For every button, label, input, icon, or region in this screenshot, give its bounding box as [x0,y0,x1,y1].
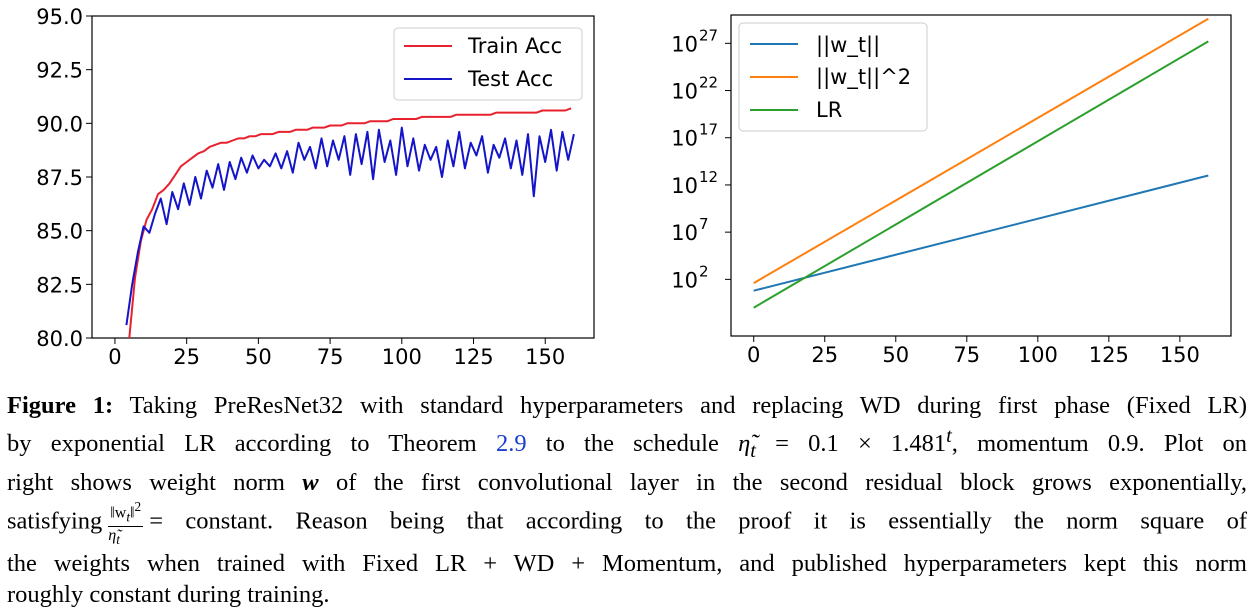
caption-line-3: right shows weight norm w of the first c… [7,467,1247,498]
caption-text: roughly constant during training. [7,581,330,608]
frac-numerator: ‖w [110,504,126,521]
y-tick-base: 10 [671,174,698,198]
caption-text: to the schedule [546,430,719,457]
x-tick-label: 50 [882,343,909,367]
caption-text: right shows weight norm [7,469,285,496]
caption-line-1: Figure 1: Taking PreResNet32 with standa… [7,390,1247,421]
caption-equation: = 0.1 × 1.481 [775,430,946,457]
x-tick-label: 150 [525,345,565,369]
x-tick-label: 50 [245,345,272,369]
y-tick-label: 80.0 [36,327,83,351]
y-tick-base: 10 [671,221,698,245]
y-tick-label: 95.0 [36,5,83,29]
y-tick-exponent: 2 [699,262,709,280]
legend-label-lr: LR [816,98,842,122]
legend: Train Acc Test Acc [394,28,582,100]
legend-label-train: Train Acc [467,34,562,58]
x-tick-label: 100 [1018,343,1058,367]
legend: ||w_t|| ||w_t||^2 LR [739,23,927,131]
y-tick-exponent: 12 [699,168,718,186]
y-tick-base: 10 [671,268,698,292]
x-tick-label: 125 [1089,343,1129,367]
caption-text: Taking PreResNet32 with standard hyperpa… [129,392,1247,419]
x-tick-label: 0 [747,343,760,367]
y-tick-label: 82.5 [36,273,83,297]
caption-text: by exponential LR according to Theorem [7,430,477,457]
y-tick-label: 87.5 [36,166,83,190]
y-tick-label: 85.0 [36,220,83,244]
legend-label-test: Test Acc [467,67,553,91]
y-tick-exponent: 22 [699,74,718,92]
y-tick-base: 10 [671,127,698,151]
y-tick-label: 90.0 [36,112,83,136]
series-line-wnorm [754,176,1209,291]
x-tick-label: 75 [317,345,344,369]
accuracy-chart: 0 25 50 75 100 125 150 80.0 82.5 85.0 87.5 90.0 92.… [0,0,610,385]
w-symbol: w [302,469,318,496]
caption-line-4: satisfying ‖wt‖2 η̃t = constant. Reason bei… [7,498,1247,548]
figure-caption: Figure 1: Taking PreResNet32 with standa… [7,390,1247,610]
figure-label: Figure 1: [7,392,113,419]
x-tick-label: 125 [453,345,493,369]
x-tick-label: 100 [382,345,422,369]
x-tick-label: 0 [108,345,121,369]
frac-num-superscript: 2 [135,499,142,514]
theorem-link[interactable]: 2.9 [496,430,527,457]
y-tick-base: 10 [671,32,698,56]
y-tick-exponent: 17 [699,121,718,139]
x-tick-label: 25 [173,345,200,369]
eta-symbol: η̃ [738,430,750,457]
norm-fraction: ‖wt‖2 η̃t [108,498,143,548]
y-tick-exponent: 27 [699,26,718,44]
y-tick-exponent: 7 [699,215,709,233]
y-tick-label: 92.5 [36,59,83,83]
caption-line-5: the weights when trained with Fixed LR +… [7,548,1247,579]
y-tick-base: 10 [671,80,698,104]
caption-text: of the first convolutional layer in the … [336,469,1247,496]
caption-line-2: by exponential LR according to Theorem 2… [7,421,1247,467]
caption-text: = constant. Reason being that according … [149,508,1247,535]
legend-label-wnorm: ||w_t|| [816,33,880,58]
x-tick-label: 25 [811,343,838,367]
x-tick-label: 150 [1160,343,1200,367]
frac-den-subscript: t [116,532,120,547]
caption-text: the weights when trained with Fixed LR +… [7,550,1247,577]
x-tick-label: 75 [953,343,980,367]
caption-line-6: roughly constant during training. [7,579,1247,610]
legend-label-wnorm-sq: ||w_t||^2 [816,65,911,90]
subscript-t: t [750,440,756,462]
caption-text: satisfying [7,508,102,535]
caption-text: , momentum 0.9. Plot on [952,430,1247,457]
